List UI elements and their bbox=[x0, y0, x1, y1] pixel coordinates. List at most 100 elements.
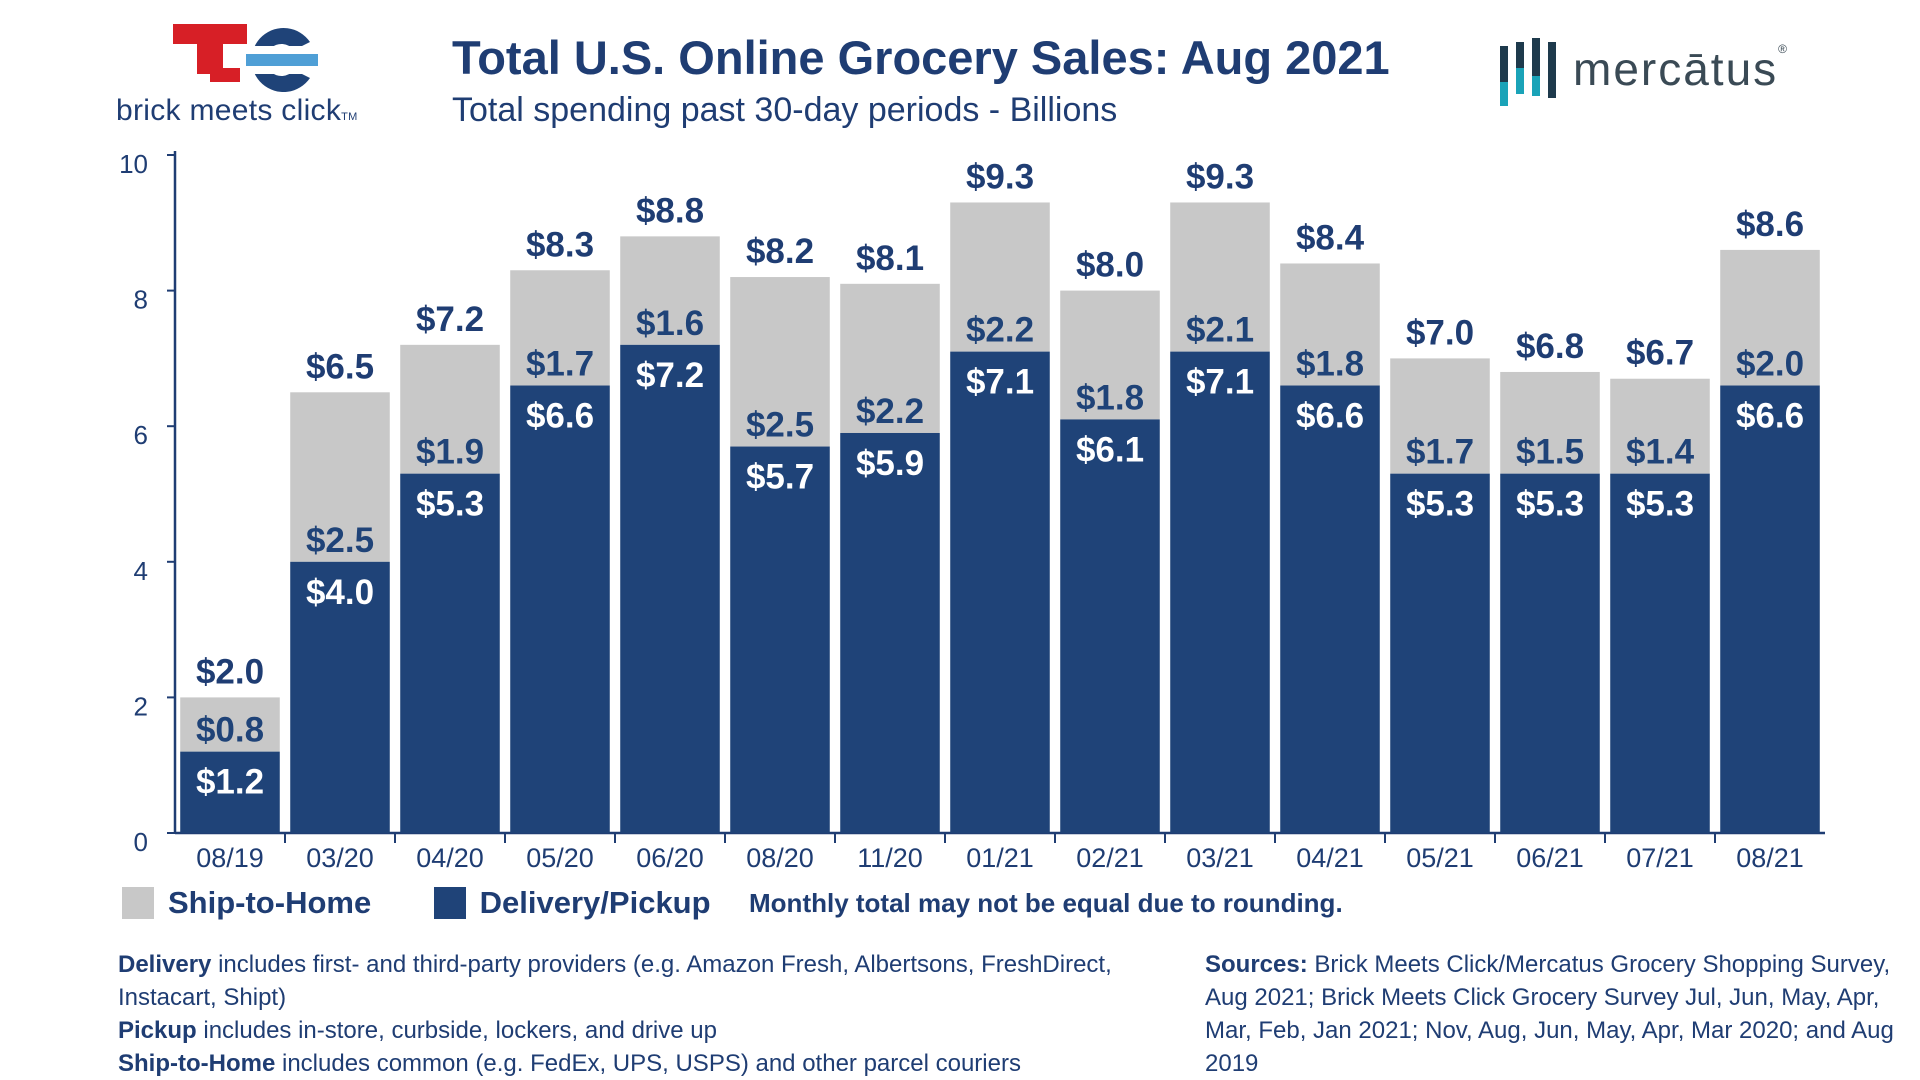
bar-ship-to-home bbox=[1720, 249, 1820, 386]
registered-mark: ® bbox=[1778, 42, 1790, 56]
legend-swatch-delivery-pickup bbox=[433, 887, 466, 919]
y-tick-label: 6 bbox=[134, 420, 148, 450]
brand-name-text: brick meets click bbox=[116, 94, 342, 127]
x-tick-label: 05/21 bbox=[1406, 843, 1474, 873]
definition-term: Delivery bbox=[118, 951, 212, 978]
bar-ship-to-home bbox=[400, 344, 500, 474]
total-value-label: $2.0 bbox=[196, 652, 264, 691]
bar-ship-to-home bbox=[1060, 290, 1160, 420]
ship-to-home-value-label: $2.2 bbox=[966, 311, 1034, 350]
bar-ship-to-home bbox=[510, 270, 610, 386]
y-tick-label: 0 bbox=[134, 827, 148, 857]
bar-ship-to-home bbox=[620, 236, 720, 345]
bar-delivery-pickup bbox=[1500, 473, 1600, 833]
ship-to-home-value-label: $0.8 bbox=[196, 711, 264, 750]
definitions-footnote: Delivery includes first- and third-party… bbox=[118, 948, 1178, 1080]
definition-text: includes in-store, curbside, lockers, an… bbox=[196, 1017, 717, 1044]
bar-delivery-pickup bbox=[950, 351, 1050, 833]
x-tick-label: 04/21 bbox=[1296, 843, 1364, 873]
bar-delivery-pickup bbox=[730, 446, 830, 833]
ship-to-home-value-label: $1.7 bbox=[526, 345, 594, 384]
definition-delivery: Delivery includes first- and third-party… bbox=[118, 948, 1178, 1014]
total-value-label: $9.3 bbox=[966, 157, 1034, 196]
chart-legend: Ship-to-Home Delivery/Pickup Monthly tot… bbox=[122, 885, 1343, 931]
legend-item-ship-to-home: Ship-to-Home bbox=[122, 885, 371, 921]
delivery-pickup-value-label: $5.9 bbox=[856, 444, 924, 483]
delivery-pickup-value-label: $7.2 bbox=[636, 356, 704, 395]
sources-label: Sources: bbox=[1205, 951, 1308, 978]
total-value-label: $6.7 bbox=[1626, 334, 1694, 373]
total-value-label: $6.5 bbox=[306, 347, 374, 386]
x-tick-label: 06/21 bbox=[1516, 843, 1584, 873]
x-tick-label: 01/21 bbox=[966, 843, 1034, 873]
bar-ship-to-home bbox=[1170, 202, 1270, 352]
ship-to-home-value-label: $1.9 bbox=[416, 433, 484, 472]
ship-to-home-value-label: $2.5 bbox=[306, 521, 374, 560]
chart-labels: 08/19 $2.0 $0.8 $1.2 03/20 $6.5 $2.5 $4.0 04/20 $… bbox=[196, 157, 1804, 873]
brand-name: brick meets clickTM bbox=[116, 94, 358, 128]
total-value-label: $8.0 bbox=[1076, 246, 1144, 285]
delivery-pickup-value-label: $5.3 bbox=[416, 485, 484, 524]
sources-text: Brick Meets Click/Mercatus Grocery Shopp… bbox=[1205, 951, 1894, 1077]
bar-delivery-pickup bbox=[510, 385, 610, 833]
legend-item-delivery-pickup: Delivery/Pickup bbox=[433, 885, 711, 921]
x-tick-label: 03/21 bbox=[1186, 843, 1254, 873]
x-tick-label: 08/21 bbox=[1736, 843, 1804, 873]
x-tick-label: 08/20 bbox=[746, 843, 814, 873]
chart-bars bbox=[180, 202, 1820, 833]
delivery-pickup-value-label: $7.1 bbox=[966, 363, 1034, 402]
x-tick-label: 07/21 bbox=[1626, 843, 1694, 873]
bar-ship-to-home bbox=[1280, 263, 1380, 386]
ship-to-home-value-label: $2.0 bbox=[1736, 345, 1804, 384]
total-value-label: $7.0 bbox=[1406, 313, 1474, 352]
delivery-pickup-value-label: $5.3 bbox=[1406, 485, 1474, 524]
delivery-pickup-value-label: $4.0 bbox=[306, 573, 374, 612]
x-tick-label: 11/20 bbox=[857, 843, 923, 873]
delivery-pickup-value-label: $6.6 bbox=[1296, 397, 1364, 436]
delivery-pickup-value-label: $6.6 bbox=[1736, 397, 1804, 436]
ship-to-home-value-label: $1.4 bbox=[1626, 433, 1695, 472]
bar-delivery-pickup bbox=[1280, 385, 1380, 833]
x-tick-label: 05/20 bbox=[526, 843, 594, 873]
brick-meets-click-mark-icon bbox=[173, 24, 318, 92]
bar-delivery-pickup bbox=[620, 344, 720, 833]
x-tick-label: 02/21 bbox=[1076, 843, 1144, 873]
legend-label-delivery-pickup: Delivery/Pickup bbox=[479, 885, 711, 920]
delivery-pickup-value-label: $5.3 bbox=[1626, 485, 1694, 524]
ship-to-home-value-label: $1.8 bbox=[1296, 345, 1364, 384]
bar-ship-to-home bbox=[950, 202, 1050, 352]
trademark-mark: TM bbox=[341, 111, 358, 123]
sources-footnote: Sources: Brick Meets Click/Mercatus Groc… bbox=[1205, 948, 1905, 1080]
bar-delivery-pickup bbox=[1060, 419, 1160, 833]
bar-ship-to-home bbox=[1610, 378, 1710, 474]
bar-ship-to-home bbox=[180, 697, 280, 752]
bar-delivery-pickup bbox=[180, 751, 280, 833]
y-tick-label: 10 bbox=[119, 149, 148, 179]
definition-term: Pickup bbox=[118, 1017, 197, 1044]
bar-delivery-pickup bbox=[1170, 351, 1270, 833]
ship-to-home-value-label: $2.1 bbox=[1186, 311, 1254, 350]
mercatus-wordmark: mercātus® bbox=[1573, 42, 1789, 96]
bar-ship-to-home bbox=[730, 277, 830, 447]
ship-to-home-value-label: $2.5 bbox=[746, 406, 814, 445]
delivery-pickup-value-label: $1.2 bbox=[196, 763, 264, 802]
stacked-bar-chart: 0 2 4 6 8 10 08/19 $2.0 $0.8 $1.2 03/20 $6.5 $2.5 $4… bbox=[119, 149, 1825, 873]
definition-text: includes common (e.g. FedEx, UPS, USPS) … bbox=[275, 1050, 1021, 1077]
legend-swatch-ship-to-home bbox=[122, 887, 154, 919]
bar-delivery-pickup bbox=[1610, 473, 1710, 833]
y-tick-label: 4 bbox=[134, 556, 148, 586]
bar-ship-to-home bbox=[290, 392, 390, 562]
delivery-pickup-value-label: $5.7 bbox=[746, 458, 814, 497]
bar-delivery-pickup bbox=[290, 561, 390, 833]
bar-delivery-pickup bbox=[840, 432, 940, 833]
x-tick-label: 08/19 bbox=[196, 843, 264, 873]
definition-ship-to-home: Ship-to-Home includes common (e.g. FedEx… bbox=[118, 1047, 1178, 1080]
bar-delivery-pickup bbox=[1390, 473, 1490, 833]
bar-delivery-pickup bbox=[1720, 385, 1820, 833]
x-tick-label: 06/20 bbox=[636, 843, 704, 873]
delivery-pickup-value-label: $5.3 bbox=[1516, 485, 1584, 524]
bar-ship-to-home bbox=[840, 283, 940, 433]
bar-ship-to-home bbox=[1500, 371, 1600, 474]
mercatus-bars-icon bbox=[1500, 38, 1556, 106]
delivery-pickup-value-label: $7.1 bbox=[1186, 363, 1254, 402]
